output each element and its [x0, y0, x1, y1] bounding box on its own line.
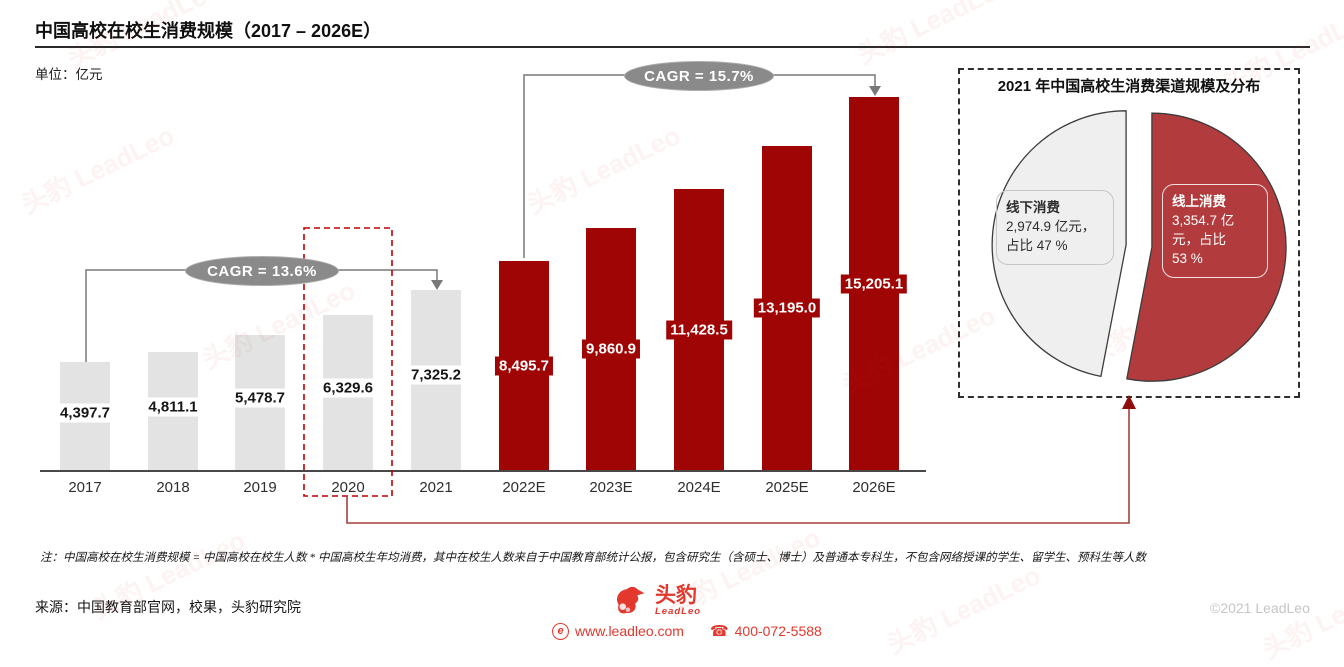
- online-label-line: 元，占比: [1172, 231, 1226, 247]
- page-title: 中国高校在校生消费规模（2017 – 2026E）: [35, 21, 382, 41]
- bar-value-label: 9,860.9: [581, 339, 641, 359]
- offline-label-line: 线下消费: [1006, 200, 1060, 215]
- leadleo-brand: 头豹 LeadLeo: [612, 584, 701, 617]
- offline-consumption-slice: [991, 110, 1127, 378]
- bar-value-label: 15,205.1: [840, 274, 908, 294]
- brand-name-cn: 头豹: [655, 583, 697, 607]
- x-axis-label: 2021: [419, 479, 453, 496]
- footnote: 注：中国高校在校生消费规模 = 中国高校在校生人数 * 中国高校生年均消费，其中…: [40, 552, 1146, 564]
- pie-panel: 2021 年中国高校生消费渠道规模及分布 线下消费 2,974.9 亿元， 占比…: [958, 68, 1300, 398]
- phone-number: 400-072-5588: [734, 623, 822, 639]
- globe-icon: e: [552, 622, 569, 640]
- bar-value-label: 7,325.2: [406, 365, 466, 385]
- online-consumption-slice: [1126, 112, 1287, 382]
- pie-panel-title: 2021 年中国高校生消费渠道规模及分布: [997, 78, 1261, 95]
- offline-consumption-label: 线下消费 2,974.9 亿元， 占比 47 %: [996, 190, 1114, 265]
- website-link[interactable]: www.leadleo.com: [575, 623, 684, 639]
- x-axis-label: 2026E: [852, 479, 896, 496]
- bar-value-label: 8,495.7: [494, 356, 554, 376]
- title-divider: [35, 46, 1310, 48]
- x-axis-label: 2019: [243, 479, 277, 496]
- x-axis-label: 2025E: [765, 479, 809, 496]
- x-axis-label: 2023E: [589, 479, 633, 496]
- bar-value-label: 4,811.1: [144, 397, 202, 417]
- online-label-line: 53 %: [1172, 250, 1203, 266]
- cagr-badge-historical: CAGR = 13.6%: [185, 256, 339, 286]
- brand-name-en: LeadLeo: [655, 605, 702, 617]
- bar-value-label: 11,428.5: [666, 320, 732, 340]
- bar-value-label: 4,397.7: [55, 403, 115, 423]
- offline-label-line: 占比 47 %: [1006, 237, 1068, 253]
- x-axis-label: 2020: [331, 479, 365, 496]
- report-page: 中国高校在校生消费规模（2017 – 2026E） 单位：亿元 头豹 LeadL…: [16, 0, 1344, 665]
- contact-line: e www.leadleo.com ☎ 400-072-5588: [552, 622, 822, 640]
- leadleo-logo-icon: [617, 586, 645, 614]
- x-axis-label: 2017: [68, 479, 102, 496]
- unit-label: 单位：亿元: [35, 67, 103, 82]
- online-consumption-label: 线上消费 3,354.7 亿 元，占比 53 %: [1162, 184, 1268, 278]
- source-line: 来源：中国教育部官网，校果，头豹研究院: [35, 599, 301, 615]
- online-label-line: 线上消费: [1172, 194, 1226, 209]
- x-axis-label: 2022E: [502, 479, 546, 496]
- x-axis-label: 2018: [156, 479, 190, 496]
- bar-value-label: 6,329.6: [318, 378, 378, 398]
- cagr-badge-forecast: CAGR = 15.7%: [624, 61, 774, 91]
- bar-value-label: 5,478.7: [230, 388, 290, 408]
- offline-label-line: 2,974.9 亿元，: [1006, 218, 1096, 234]
- copyright: ©2021 LeadLeo: [1210, 600, 1310, 616]
- pie-chart: [991, 110, 1287, 382]
- x-axis-label: 2024E: [677, 479, 721, 496]
- bar-value-label: 13,195.0: [753, 298, 821, 318]
- online-label-line: 3,354.7 亿: [1172, 212, 1235, 228]
- x-axis-line: [40, 470, 926, 472]
- phone-icon: ☎: [709, 623, 729, 640]
